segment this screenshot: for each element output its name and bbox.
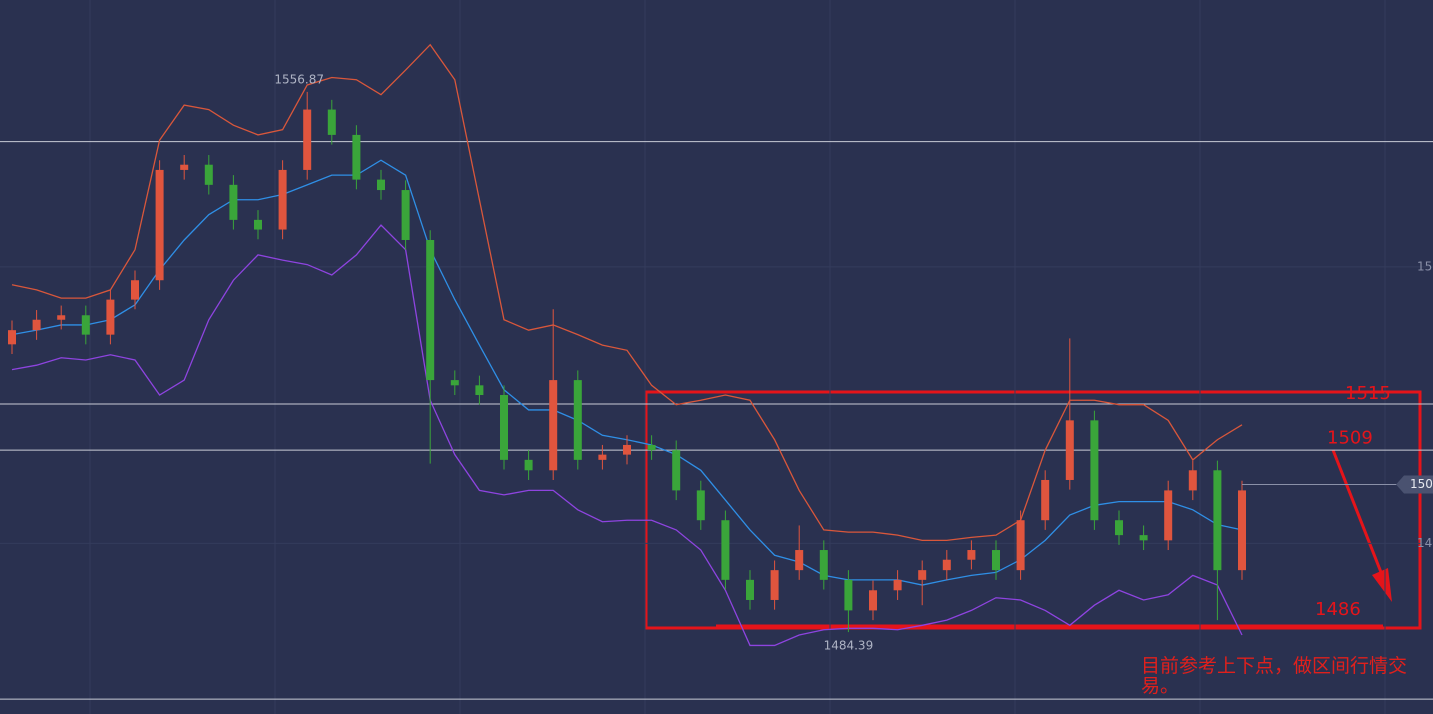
candle-body [303, 109, 312, 170]
candle-body [672, 450, 681, 491]
y-tick-label: 15 [1417, 259, 1432, 273]
candle-body [869, 590, 877, 611]
level-label: 1515 [1345, 383, 1391, 404]
candle-body [204, 164, 213, 185]
candle-body [450, 380, 459, 386]
candle-body [426, 239, 435, 381]
candle-body [180, 164, 189, 170]
level-label: 1486 [1315, 599, 1361, 620]
candle-body [524, 459, 533, 471]
candle-body [1065, 420, 1074, 480]
low-label: 1484.39 [824, 639, 874, 653]
candle-body [1016, 520, 1025, 571]
candle-body [1188, 470, 1197, 491]
candle-body [106, 299, 115, 335]
candle-body [598, 454, 607, 460]
candle-body [1164, 490, 1173, 541]
candle-body [573, 380, 582, 460]
high-label: 1556.87 [274, 72, 324, 86]
candle-body [32, 319, 41, 331]
level-label: 1509 [1327, 428, 1373, 449]
candle-body [377, 179, 385, 191]
candle-body [647, 444, 656, 451]
candle-body [1139, 535, 1148, 541]
candle-body [254, 219, 262, 230]
candle-body [278, 169, 287, 230]
candle-body [401, 190, 410, 240]
candle-body [229, 184, 238, 220]
indicator-line [11, 159, 1243, 586]
candle-body [327, 109, 336, 135]
range-box [644, 390, 1422, 630]
candle-body [57, 315, 66, 320]
candle-body [967, 550, 976, 560]
candle-body [819, 550, 828, 580]
arrow-shaft [1331, 449, 1388, 586]
arrow-head [1372, 568, 1392, 602]
candle-body [475, 385, 484, 396]
candle-body [696, 490, 705, 521]
y-tick-label: 149 [1417, 536, 1433, 550]
candle-body [352, 134, 361, 180]
last-price-tag [1396, 475, 1433, 494]
candle-body [623, 444, 631, 455]
candle-body [1238, 490, 1246, 571]
indicator-line [11, 43, 1243, 541]
candle-body [500, 395, 508, 460]
candle-body [721, 520, 730, 580]
candle-body [155, 169, 164, 281]
note: 目前参考上下点，做区间行情交易。 [1141, 655, 1408, 697]
candle-body [1213, 470, 1222, 571]
candle-body [131, 280, 139, 300]
candle-body [81, 315, 90, 335]
candle-body [549, 380, 558, 471]
candle-body [746, 579, 754, 600]
candle-body [1090, 420, 1099, 521]
candle-body [893, 579, 902, 591]
candle-body [1115, 520, 1123, 536]
candle-body [795, 550, 804, 571]
candle-body [942, 559, 951, 571]
indicator-line [11, 224, 1243, 647]
candle-body [918, 570, 927, 580]
candle-body [844, 579, 853, 611]
candle-body [992, 550, 1000, 571]
candle-body [1041, 479, 1050, 521]
last-price-label: 150 [1410, 477, 1433, 491]
candle-body [770, 570, 779, 600]
candle-body [8, 330, 16, 345]
